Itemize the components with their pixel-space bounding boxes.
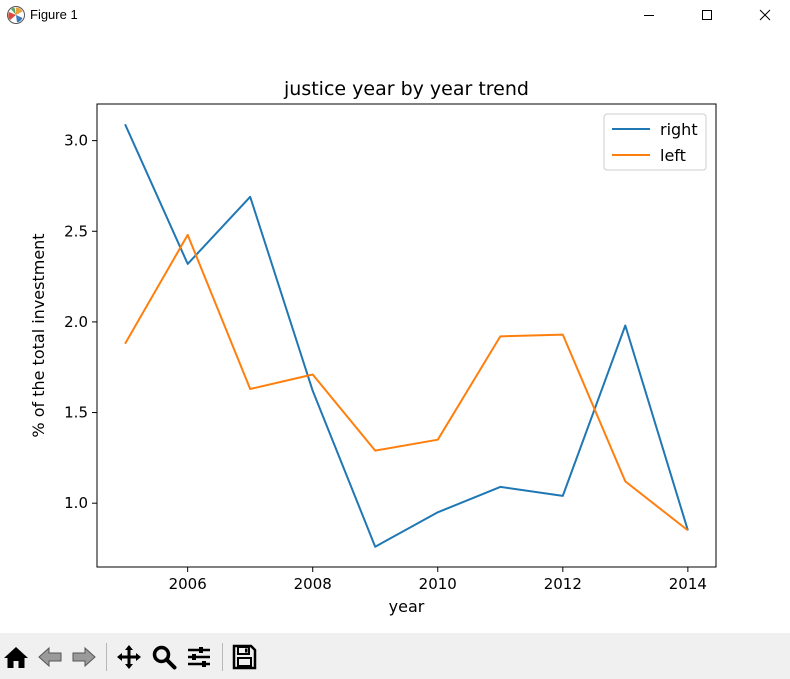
y-tick-label: 1.5 xyxy=(64,404,88,422)
window-titlebar: Figure 1 xyxy=(0,0,790,30)
x-tick-label: 2010 xyxy=(419,575,457,593)
chart-title: justice year by year trend xyxy=(283,78,529,100)
minimize-button[interactable] xyxy=(620,0,678,30)
zoom-button[interactable] xyxy=(149,642,179,672)
toolbar-separator xyxy=(106,643,107,671)
home-icon xyxy=(4,647,28,668)
x-tick-label: 2012 xyxy=(544,575,582,593)
maximize-button[interactable] xyxy=(678,0,736,30)
close-icon xyxy=(759,9,771,21)
legend-label-right: right xyxy=(660,120,698,139)
legend-label-left: left xyxy=(660,146,686,165)
window-title: Figure 1 xyxy=(30,7,78,22)
figure-canvas: justice year by year trend 2006 2008 2010 20… xyxy=(0,30,790,633)
forward-icon xyxy=(72,646,96,668)
configure-subplots-button[interactable] xyxy=(184,642,214,672)
pan-button[interactable] xyxy=(114,642,144,672)
home-button[interactable] xyxy=(1,642,31,672)
x-tick-label: 2006 xyxy=(169,575,207,593)
axes-frame xyxy=(96,103,717,568)
y-tick-label: 1.0 xyxy=(64,494,88,512)
back-button[interactable] xyxy=(35,642,65,672)
save-icon xyxy=(232,644,257,670)
pan-icon xyxy=(117,645,141,669)
close-button[interactable] xyxy=(736,0,790,30)
x-axis-label: year xyxy=(389,597,425,616)
navigation-toolbar xyxy=(0,633,790,679)
y-tick-label: 3.0 xyxy=(64,132,88,150)
forward-button[interactable] xyxy=(69,642,99,672)
maximize-icon xyxy=(702,10,712,20)
y-tick-label: 2.0 xyxy=(64,313,88,331)
back-icon xyxy=(38,646,62,668)
line-chart: justice year by year trend 2006 2008 2010 20… xyxy=(29,78,717,616)
matplotlib-logo-icon xyxy=(7,6,25,24)
configure-icon xyxy=(188,647,210,667)
toolbar-separator xyxy=(222,643,223,671)
series-line-right xyxy=(124,123,689,548)
series-line-left xyxy=(124,233,689,532)
x-tick-label: 2014 xyxy=(669,575,707,593)
y-axis-label: % of the total investment xyxy=(29,233,48,437)
x-tick-label: 2008 xyxy=(294,575,332,593)
minimize-icon xyxy=(644,15,654,16)
save-button[interactable] xyxy=(229,642,259,672)
y-tick-label: 2.5 xyxy=(64,222,88,240)
zoom-icon xyxy=(152,645,177,670)
